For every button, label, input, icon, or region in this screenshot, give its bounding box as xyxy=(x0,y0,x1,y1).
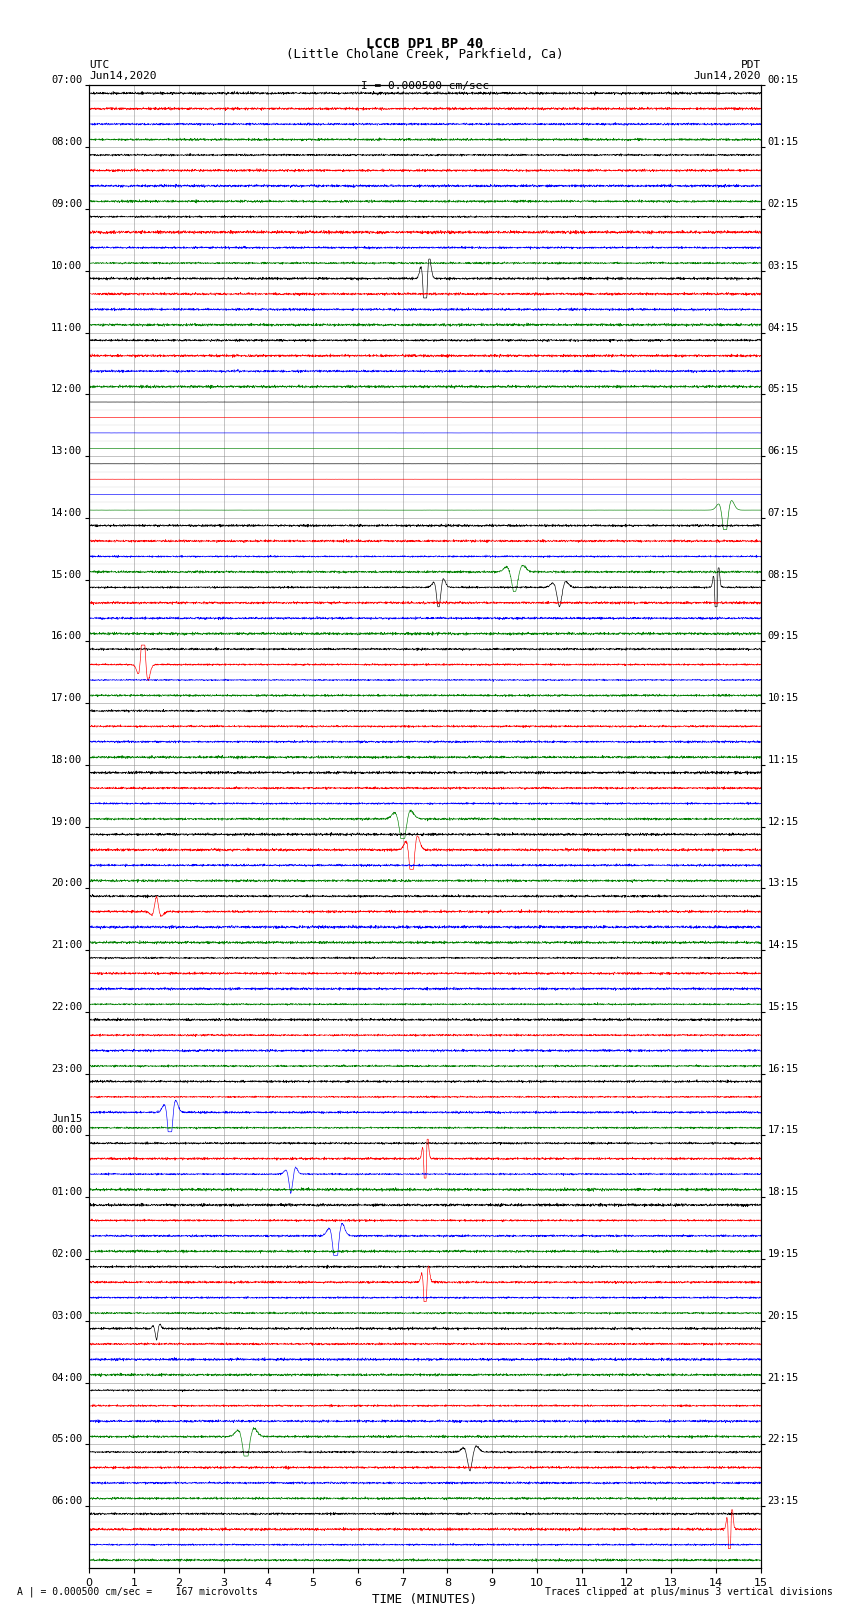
Text: Traces clipped at plus/minus 3 vertical divisions: Traces clipped at plus/minus 3 vertical … xyxy=(545,1587,833,1597)
Text: LCCB DP1 BP 40: LCCB DP1 BP 40 xyxy=(366,37,484,52)
Text: (Little Cholane Creek, Parkfield, Ca): (Little Cholane Creek, Parkfield, Ca) xyxy=(286,48,564,61)
Text: I = 0.000500 cm/sec: I = 0.000500 cm/sec xyxy=(361,81,489,90)
Text: A | = 0.000500 cm/sec =    167 microvolts: A | = 0.000500 cm/sec = 167 microvolts xyxy=(17,1586,258,1597)
X-axis label: TIME (MINUTES): TIME (MINUTES) xyxy=(372,1594,478,1607)
Text: Jun14,2020: Jun14,2020 xyxy=(89,71,156,81)
Text: PDT: PDT xyxy=(740,60,761,69)
Text: UTC: UTC xyxy=(89,60,110,69)
Text: Jun14,2020: Jun14,2020 xyxy=(694,71,761,81)
